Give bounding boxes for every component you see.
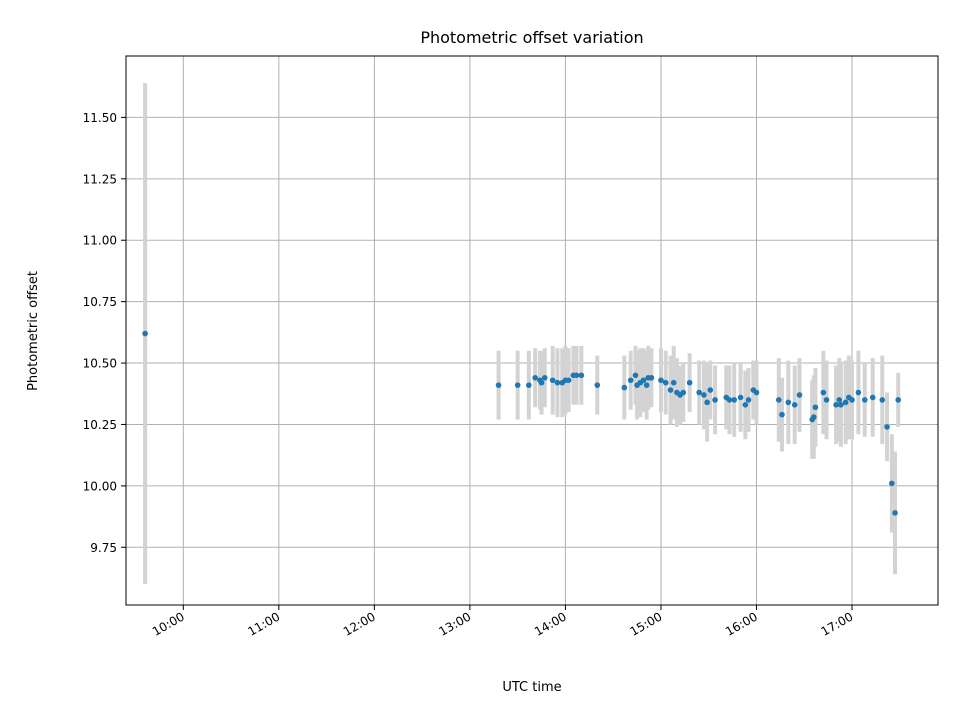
data-point <box>670 379 677 386</box>
data-point <box>745 397 752 403</box>
data-point <box>495 382 502 388</box>
data-point <box>796 392 803 398</box>
data-point <box>820 389 827 396</box>
data-point <box>532 374 538 381</box>
grid-lines <box>126 56 938 605</box>
data-point <box>811 414 817 420</box>
data-points <box>142 330 901 516</box>
data-point <box>836 397 843 403</box>
data-point <box>892 510 898 516</box>
data-point <box>627 377 634 384</box>
y-axis-label: Photometric offset <box>26 271 41 391</box>
data-point <box>775 397 782 403</box>
data-point <box>686 379 693 386</box>
data-point <box>785 399 792 406</box>
data-point <box>643 382 650 388</box>
data-point <box>879 397 886 403</box>
data-point <box>704 399 710 406</box>
y-tick-label: 10.00 <box>83 479 117 493</box>
data-point <box>779 411 785 418</box>
data-point <box>526 382 532 388</box>
data-point <box>514 382 521 388</box>
data-point <box>812 404 819 411</box>
data-point <box>701 392 707 398</box>
data-point <box>541 374 548 381</box>
data-point <box>726 397 733 403</box>
y-tick-label: 11.50 <box>83 111 117 125</box>
data-point <box>632 372 639 379</box>
data-point <box>621 384 628 391</box>
data-point <box>662 379 669 386</box>
data-point <box>640 377 647 384</box>
data-point <box>753 389 760 396</box>
data-point <box>538 379 545 386</box>
data-point <box>565 377 572 384</box>
data-point <box>648 374 655 381</box>
data-point <box>573 372 580 379</box>
y-tick-label: 10.50 <box>83 357 117 371</box>
data-point <box>842 399 849 406</box>
chart-title: Photometric offset variation <box>420 28 643 47</box>
data-point <box>861 397 868 403</box>
data-point <box>869 394 876 401</box>
data-point <box>855 389 862 396</box>
data-point <box>658 377 664 384</box>
data-point <box>667 387 674 393</box>
data-point <box>884 424 890 430</box>
data-point <box>554 379 561 386</box>
data-point <box>707 387 714 393</box>
data-point <box>823 397 830 403</box>
y-tick-label: 9.75 <box>90 541 117 555</box>
plot-frame <box>125 55 939 606</box>
data-point <box>578 372 585 379</box>
data-point <box>889 480 895 487</box>
data-point <box>696 389 702 396</box>
data-point <box>833 402 839 408</box>
data-point <box>712 397 718 403</box>
data-point <box>838 402 844 408</box>
data-point <box>549 377 556 384</box>
data-point <box>737 394 744 401</box>
data-point <box>895 397 901 403</box>
y-tick-label: 11.25 <box>83 172 117 186</box>
data-point <box>594 382 601 388</box>
data-point <box>742 402 749 408</box>
data-point <box>680 389 687 396</box>
x-axis-label: UTC time <box>502 680 561 695</box>
y-tick-label: 10.75 <box>83 295 117 309</box>
y-tick-label: 10.25 <box>83 418 117 432</box>
data-point <box>849 397 855 403</box>
data-point <box>142 330 148 337</box>
data-point <box>731 397 738 403</box>
y-tick-label: 11.00 <box>83 234 117 248</box>
data-point <box>791 402 798 408</box>
